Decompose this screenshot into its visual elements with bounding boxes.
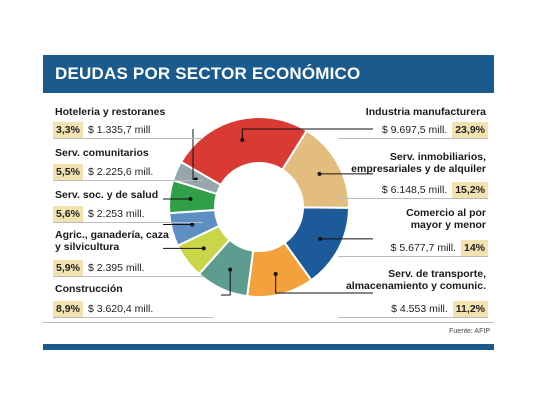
amount-construccion: $ 3.620,4 mill. bbox=[87, 302, 154, 315]
value-row-industria: $ 9.697,5 mill. 23,9% bbox=[338, 121, 488, 139]
amount-serv-soc-salud: $ 2.253 mill. bbox=[87, 207, 145, 220]
value-row-construccion: 8,9% $ 3.620,4 mill. bbox=[53, 300, 213, 318]
label-agric: Agric., ganadería, caza y silvicultura bbox=[55, 229, 169, 253]
label-serv-inmobiliarios: Serv. inmobiliarios, empresariales y de … bbox=[351, 151, 486, 175]
amount-serv-inmobiliarios: $ 6.148,5 mill. bbox=[381, 183, 448, 196]
pct-agric: 5,9% bbox=[53, 259, 83, 276]
amount-agric: $ 2.395 mill. bbox=[87, 261, 145, 274]
pct-transporte: 11,2% bbox=[452, 300, 488, 317]
pct-construccion: 8,9% bbox=[53, 300, 83, 317]
value-row-agric: 5,9% $ 2.395 mill. bbox=[53, 259, 203, 277]
value-row-serv-soc-salud: 5,6% $ 2.253 mill. bbox=[53, 205, 203, 223]
amount-hoteleria: $ 1.335,7 mill bbox=[87, 123, 151, 136]
label-serv-soc-salud: Serv. soc. y de salud bbox=[55, 189, 159, 201]
header-bar: DEUDAS POR SECTOR ECONÓMICO bbox=[43, 55, 494, 93]
pct-hoteleria: 3,3% bbox=[53, 121, 83, 138]
infographic-card: DEUDAS POR SECTOR ECONÓMICO Hoteleria y … bbox=[43, 55, 494, 350]
value-row-serv-comunitarios: 5,5% $ 2.225,6 mill. bbox=[53, 163, 203, 181]
label-construccion: Construcción bbox=[55, 283, 123, 295]
pct-industria: 23,9% bbox=[452, 121, 488, 138]
bottom-divider bbox=[43, 322, 494, 323]
leader-dot-construccion bbox=[228, 267, 233, 272]
leader-line-construccion bbox=[221, 269, 231, 296]
leader-line-transporte bbox=[275, 273, 373, 294]
pct-comercio: 14% bbox=[460, 239, 488, 256]
label-industria: Industria manufacturera bbox=[365, 106, 486, 118]
donut-chart bbox=[163, 116, 373, 298]
pct-serv-inmobiliarios: 15,2% bbox=[452, 181, 488, 198]
value-row-transporte: $ 4.553 mill. 11,2% bbox=[338, 300, 488, 318]
amount-industria: $ 9.697,5 mill. bbox=[381, 123, 448, 136]
label-serv-comunitarios: Serv. comunitarios bbox=[55, 147, 149, 159]
pct-serv-comunitarios: 5,5% bbox=[53, 163, 83, 180]
leader-line-industria bbox=[241, 128, 373, 141]
donut-slice-industria bbox=[179, 116, 309, 187]
amount-serv-comunitarios: $ 2.225,6 mill. bbox=[87, 165, 154, 178]
footer-bar bbox=[43, 344, 494, 350]
value-row-comercio: $ 5.677,7 mill. 14% bbox=[338, 239, 488, 257]
value-row-serv-inmobiliarios: $ 6.148,5 mill. 15,2% bbox=[338, 181, 488, 199]
label-comercio: Comercio al por mayor y menor bbox=[406, 207, 486, 231]
label-hoteleria: Hoteleria y restoranes bbox=[55, 106, 166, 118]
amount-transporte: $ 4.553 mill. bbox=[391, 302, 448, 315]
value-row-hoteleria: 3,3% $ 1.335,7 mill bbox=[53, 121, 203, 139]
pct-serv-soc-salud: 5,6% bbox=[53, 205, 83, 222]
label-transporte: Serv. de transporte, almacenamiento y co… bbox=[345, 268, 486, 292]
leader-line-hoteleria bbox=[192, 129, 196, 180]
chart-title: DEUDAS POR SECTOR ECONÓMICO bbox=[55, 64, 361, 83]
amount-comercio: $ 5.677,7 mill. bbox=[390, 241, 456, 254]
source-note: Fuente: AFIP bbox=[449, 328, 490, 335]
